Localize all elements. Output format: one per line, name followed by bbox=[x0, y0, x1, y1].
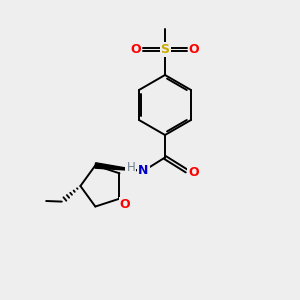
Text: H: H bbox=[126, 161, 135, 174]
Text: O: O bbox=[189, 43, 200, 56]
Polygon shape bbox=[95, 163, 143, 171]
Text: N: N bbox=[138, 164, 148, 178]
Text: O: O bbox=[130, 43, 141, 56]
Text: S: S bbox=[160, 43, 169, 56]
Text: O: O bbox=[120, 198, 130, 211]
Text: O: O bbox=[188, 166, 199, 179]
